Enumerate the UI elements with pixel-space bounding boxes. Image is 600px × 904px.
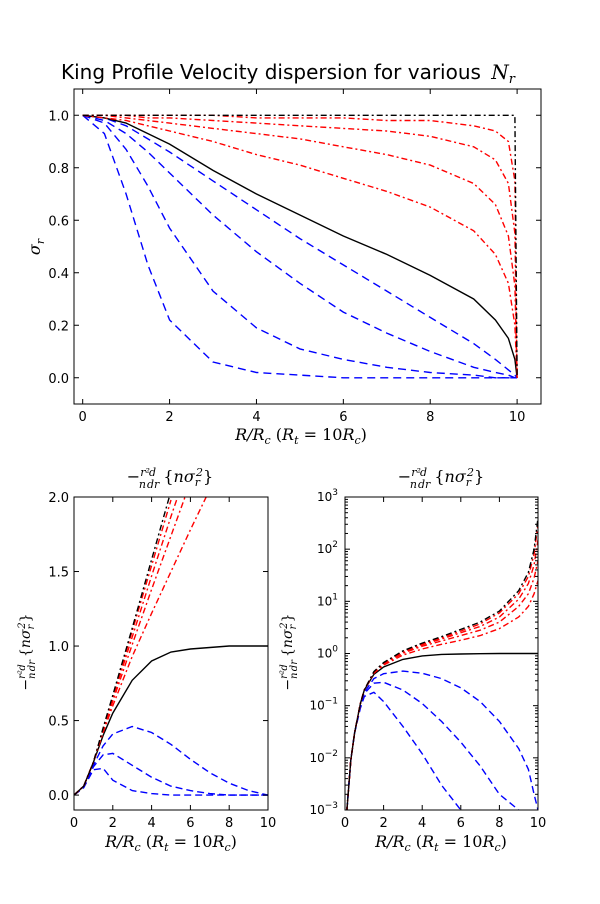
series-line-red-4 — [346, 524, 538, 810]
y-axis-label: −r²nddr{nσr2} — [17, 613, 38, 690]
x-tick-label: 10 — [530, 816, 547, 831]
y-tick-label: 102 — [317, 540, 338, 556]
chart-title: −r² nd dr {nσr2} — [127, 466, 213, 491]
x-tick-label: 4 — [147, 816, 155, 831]
x-axis-label: R/Rc (Rt = 10Rc) — [374, 832, 507, 854]
series-line-red-4 — [74, 499, 172, 796]
x-tick-label: 10 — [260, 816, 277, 831]
x-tick-label: 2 — [165, 410, 173, 425]
x-tick-label: 4 — [252, 410, 260, 425]
y-tick-label: 0.4 — [48, 267, 69, 282]
series-line-black-solid — [346, 652, 538, 810]
x-tick-label: 4 — [418, 816, 426, 831]
chart-title: King Profile Velocity dispersion for var… — [61, 60, 516, 87]
x-axis-label: R/Rc (Rt = 10Rc) — [234, 425, 367, 447]
svg-text:σr: σr — [25, 238, 47, 255]
series-line-blue-1 — [346, 691, 462, 810]
series-line-blue-3 — [82, 114, 518, 379]
series-line-red-2 — [82, 114, 518, 378]
pressure-gradient-linear-chart: −r² nd dr {nσr2} −r²nddr{nσr2} R/Rc (Rt = 1… — [17, 466, 277, 854]
y-tick-label: 10−2 — [309, 749, 338, 765]
svg-text:R/Rc (Rt = 10Rc): R/Rc (Rt = 10Rc) — [234, 425, 367, 447]
svg-text:R/Rc (Rt = 10Rc): R/Rc (Rt = 10Rc) — [104, 832, 237, 854]
series-line-blue-1 — [74, 767, 268, 796]
series-line-black-dashdot — [82, 114, 518, 378]
plot-area — [74, 497, 268, 796]
series-line-blue-2 — [82, 114, 518, 379]
x-tick-label: 2 — [109, 816, 117, 831]
x-tick-label: 0 — [70, 816, 78, 831]
series-line-blue-3 — [346, 670, 538, 810]
x-tick-label: 8 — [495, 816, 503, 831]
series-line-blue-3 — [74, 725, 268, 796]
y-tick-label: 1.5 — [48, 566, 69, 581]
chart-title: −r² nd dr {nσr2} — [398, 466, 484, 491]
series-line-red-2 — [74, 497, 186, 796]
y-axis-label: σr — [25, 238, 47, 255]
series-line-black-dashdot — [74, 497, 171, 796]
svg-text:−r²nddr{nσr2}: −r²nddr{nσr2} — [279, 613, 300, 690]
y-tick-label: 103 — [317, 488, 338, 504]
series-line-red-1 — [74, 497, 207, 796]
series-line-black-dashdot — [346, 517, 538, 810]
x-tick-label: 2 — [379, 816, 387, 831]
pressure-gradient-log-chart: −r² nd dr {nσr2} −r²nddr{nσr2} R/Rc (Rt = 1… — [279, 466, 546, 854]
x-tick-label: 6 — [339, 410, 347, 425]
x-tick-label: 8 — [426, 410, 434, 425]
axes-frame — [73, 496, 269, 811]
y-tick-label: 10−1 — [309, 697, 338, 713]
y-tick-label: 0.2 — [48, 319, 69, 334]
x-tick-label: 8 — [225, 816, 233, 831]
x-tick-label: 6 — [186, 816, 194, 831]
series-line-blue-4 — [82, 114, 518, 379]
series-line-red-4 — [82, 114, 518, 378]
svg-text:R/Rc (Rt = 10Rc): R/Rc (Rt = 10Rc) — [374, 832, 507, 854]
x-tick-label: 6 — [457, 816, 465, 831]
y-tick-label: 0.6 — [48, 214, 69, 229]
y-tick-label: 0.5 — [48, 715, 69, 730]
series-line-blue-2 — [346, 681, 520, 810]
y-tick-label: 1.0 — [48, 640, 69, 655]
x-axis-label: R/Rc (Rt = 10Rc) — [104, 832, 237, 854]
series-line-red-2 — [346, 560, 538, 810]
x-tick-label: 0 — [79, 410, 87, 425]
plot-area — [346, 517, 538, 810]
x-tick-label: 10 — [509, 410, 526, 425]
plot-area — [82, 114, 518, 379]
svg-text:−r²nddr{nσr2}: −r²nddr{nσr2} — [17, 613, 38, 690]
series-line-red-1 — [346, 580, 538, 810]
y-tick-label: 101 — [317, 592, 338, 608]
axes-frame — [73, 88, 542, 405]
series-line-blue-2 — [74, 752, 268, 796]
y-tick-label: 100 — [317, 645, 338, 661]
y-tick-label: 1.0 — [48, 109, 69, 124]
series-line-red-3 — [346, 539, 538, 810]
series-line-red-1 — [82, 114, 518, 378]
series-line-red-3 — [82, 114, 518, 378]
y-tick-label: 2.0 — [48, 491, 69, 506]
series-line-black-solid — [82, 114, 518, 378]
series-line-red-3 — [74, 497, 179, 796]
velocity-dispersion-chart: King Profile Velocity dispersion for var… — [25, 60, 542, 447]
y-tick-label: 0.0 — [48, 372, 69, 387]
x-tick-label: 0 — [341, 816, 349, 831]
y-tick-label: 0.0 — [48, 789, 69, 804]
y-axis-label: −r²nddr{nσr2} — [279, 613, 300, 690]
series-line-blue-1 — [82, 114, 518, 379]
y-tick-label: 0.8 — [48, 162, 69, 177]
series-line-black-solid — [74, 645, 268, 796]
y-tick-label: 10−3 — [309, 801, 338, 817]
